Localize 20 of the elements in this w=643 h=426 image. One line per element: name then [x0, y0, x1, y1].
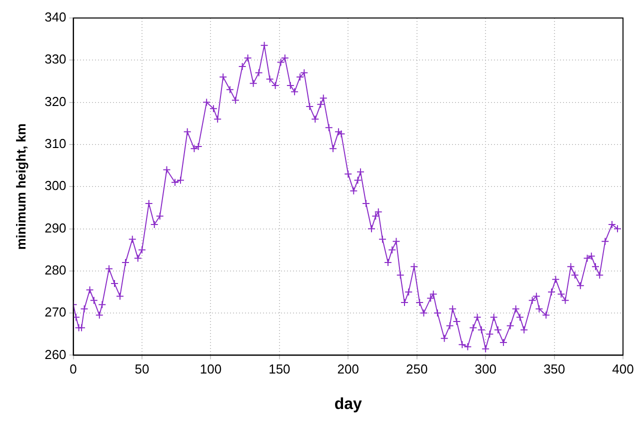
y-axis-title: minimum height, km	[13, 123, 28, 250]
x-tick-label: 350	[543, 362, 566, 377]
y-tick-label: 310	[44, 136, 66, 152]
y-tick-label: 340	[44, 10, 66, 25]
x-tick-label: 50	[134, 362, 150, 377]
x-tick-label: 250	[406, 362, 428, 377]
x-tick-label: 200	[337, 362, 359, 377]
x-tick-label: 100	[200, 362, 222, 377]
x-axis-title: day	[334, 396, 362, 413]
x-tick-label: 150	[268, 362, 290, 377]
y-tick-label: 300	[44, 178, 66, 194]
y-tick-label: 320	[44, 94, 66, 109]
y-tick-label: 290	[44, 220, 66, 236]
y-tick-label: 280	[44, 262, 66, 278]
x-tick-label: 300	[474, 362, 496, 377]
y-tick-label: 270	[44, 304, 66, 320]
x-tick-label: 0	[70, 362, 77, 377]
x-tick-label: 400	[612, 362, 634, 377]
y-tick-label: 330	[44, 52, 66, 67]
y-tick-label: 260	[44, 346, 66, 362]
